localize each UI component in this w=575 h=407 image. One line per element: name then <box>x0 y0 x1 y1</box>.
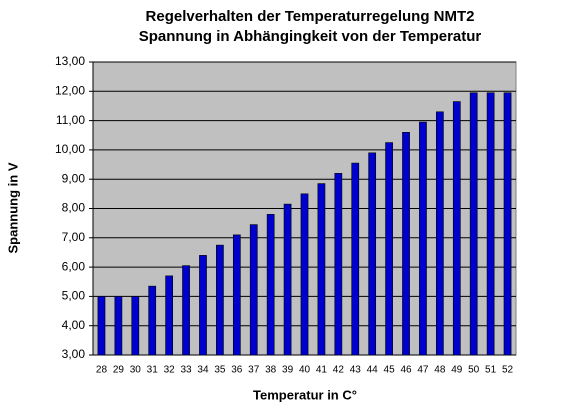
y-tick-label: 9,00 <box>62 171 86 185</box>
bar <box>368 152 377 356</box>
bar <box>249 224 258 356</box>
chart-subtitle: Spannung in Abhängingkeit von der Temper… <box>139 28 482 45</box>
x-tick-label: 51 <box>485 365 497 376</box>
bar <box>419 121 427 356</box>
x-tick-label: 49 <box>451 365 463 376</box>
y-tick-label: 5,00 <box>62 289 86 303</box>
bar <box>283 203 292 356</box>
y-tick-label: 10,00 <box>55 142 85 156</box>
bar <box>216 244 224 356</box>
x-tick-label: 42 <box>333 365 345 376</box>
bar <box>469 92 478 356</box>
bar <box>114 296 123 356</box>
bar <box>385 142 393 356</box>
x-tick-label: 45 <box>384 365 396 376</box>
bar <box>165 275 173 356</box>
y-tick-label: 4,00 <box>62 318 86 332</box>
bar <box>436 111 444 356</box>
bar <box>452 101 461 356</box>
bar <box>300 193 309 356</box>
x-tick-label: 31 <box>147 365 159 376</box>
x-tick-label: 28 <box>96 365 108 376</box>
x-tick-label: 29 <box>113 365 125 376</box>
bar <box>182 265 190 356</box>
x-tick-label: 40 <box>299 365 311 376</box>
x-tick-label: 34 <box>197 365 209 376</box>
y-tick-label: 3,00 <box>62 347 86 361</box>
bar <box>232 234 241 356</box>
y-tick-label: 8,00 <box>62 201 86 215</box>
x-tick-label: 30 <box>130 365 142 376</box>
y-tick-label: 11,00 <box>56 113 85 127</box>
bar <box>131 296 140 356</box>
x-tick-label: 48 <box>434 365 446 376</box>
x-tick-label: 39 <box>282 365 294 376</box>
x-tick-label: 38 <box>265 365 277 376</box>
bar <box>334 173 343 356</box>
y-tick-label: 7,00 <box>62 230 86 244</box>
x-tick-label: 37 <box>248 365 260 376</box>
y-tick-label: 6,00 <box>62 259 86 273</box>
x-tick-label: 44 <box>367 365 379 376</box>
x-tick-label: 47 <box>417 365 429 376</box>
x-tick-label: 33 <box>180 365 192 376</box>
x-tick-label: 36 <box>231 365 243 376</box>
bar <box>266 214 275 356</box>
x-tick-label: 35 <box>214 365 226 376</box>
y-axis-label: Spannung in V <box>5 162 20 253</box>
bar <box>148 285 157 356</box>
bar <box>97 296 106 356</box>
x-tick-label: 46 <box>400 365 412 376</box>
x-tick-label: 32 <box>164 365 176 376</box>
y-tick-label: 12,00 <box>55 83 85 97</box>
bar <box>199 255 207 356</box>
bar <box>486 92 495 356</box>
x-tick-label: 41 <box>316 365 328 376</box>
x-axis-label: Temperatur in C° <box>253 387 357 402</box>
x-tick-label: 50 <box>468 365 480 376</box>
y-tick-label: 13,00 <box>55 54 85 68</box>
bar <box>402 132 410 356</box>
bar <box>317 183 326 356</box>
chart-title: Regelverhalten der Temperaturregelung NM… <box>146 8 475 25</box>
x-tick-label: 52 <box>502 365 514 376</box>
x-tick-label: 43 <box>350 365 362 376</box>
bar <box>503 92 512 356</box>
bar <box>351 162 360 356</box>
